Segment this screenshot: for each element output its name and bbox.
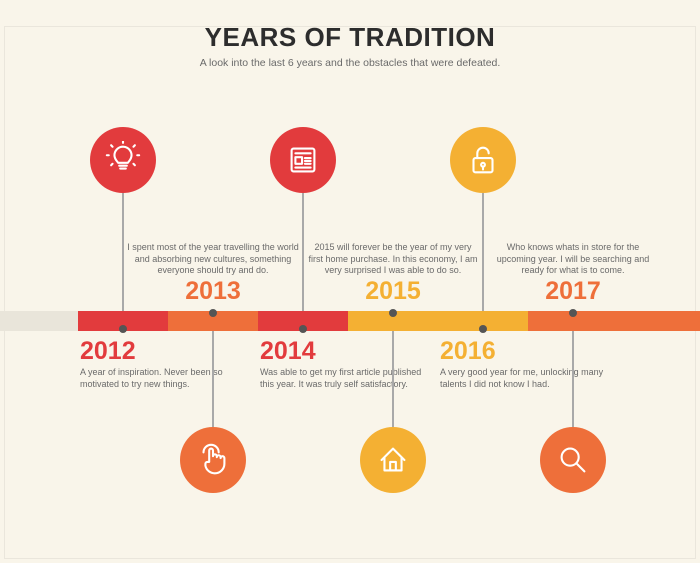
lightbulb-icon bbox=[90, 127, 156, 193]
year-description: A very good year for me, unlocking many … bbox=[440, 367, 606, 390]
timeline-segment bbox=[618, 311, 700, 331]
year-description: A year of inspiration. Never been so mot… bbox=[80, 367, 246, 390]
unlock-icon bbox=[450, 127, 516, 193]
connector-line bbox=[302, 193, 304, 311]
year-description: Who knows whats in store for the upcomin… bbox=[487, 242, 659, 277]
connector-dot bbox=[119, 325, 127, 333]
connector-dot bbox=[569, 309, 577, 317]
connector-dot bbox=[299, 325, 307, 333]
connector-line bbox=[392, 331, 394, 427]
year-label: 2014 bbox=[260, 337, 350, 366]
year-label: 2016 bbox=[440, 337, 530, 366]
year-description: I spent most of the year travelling the … bbox=[127, 242, 299, 277]
connector-line bbox=[482, 193, 484, 311]
connector-dot bbox=[209, 309, 217, 317]
newspaper-icon bbox=[270, 127, 336, 193]
year-label: 2013 bbox=[168, 277, 258, 306]
year-label: 2012 bbox=[80, 337, 170, 366]
connector-dot bbox=[389, 309, 397, 317]
search-icon bbox=[540, 427, 606, 493]
connector-dot bbox=[479, 325, 487, 333]
year-label: 2015 bbox=[348, 277, 438, 306]
year-description: Was able to get my first article publish… bbox=[260, 367, 426, 390]
home-icon bbox=[360, 427, 426, 493]
connector-line bbox=[572, 331, 574, 427]
connector-line bbox=[122, 193, 124, 311]
pointer-icon bbox=[180, 427, 246, 493]
connector-line bbox=[212, 331, 214, 427]
year-description: 2015 will forever be the year of my very… bbox=[307, 242, 479, 277]
year-label: 2017 bbox=[528, 277, 618, 306]
